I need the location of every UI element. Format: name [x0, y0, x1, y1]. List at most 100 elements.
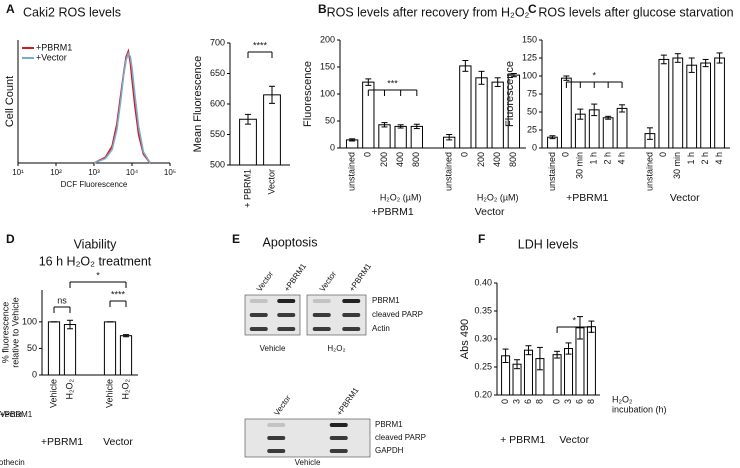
bar: [658, 58, 670, 149]
error-bar: [563, 75, 570, 81]
y-tick-label: 100: [320, 88, 335, 98]
significance-label: *: [572, 315, 576, 325]
row-label: cleaved PARP: [372, 310, 423, 319]
y-tick-label: 150: [522, 34, 537, 44]
legend-label: +PBRM1: [36, 42, 72, 52]
error-bar: [716, 52, 723, 64]
x-tick-label: 6: [574, 399, 584, 404]
bar: [103, 321, 117, 376]
x-axis-label: H₂O₂: [612, 394, 633, 404]
bar: [378, 124, 391, 149]
error-bar: [381, 122, 388, 128]
error-bar: [462, 60, 469, 72]
y-tick-label: 600: [210, 98, 225, 108]
bar: [119, 335, 133, 376]
error-bar: [494, 77, 501, 87]
bar: [491, 81, 504, 149]
y-tick-label: 0.35: [474, 305, 492, 315]
x-axis-label: DCF Fluorescence: [61, 180, 128, 189]
x-tick-label: + PBRM1: [242, 169, 252, 208]
error-bar: [123, 334, 129, 338]
error-bar: [565, 342, 572, 355]
bar: [586, 326, 596, 396]
group-label: +PBRM1: [566, 192, 608, 204]
x-tick-label: Vector: [266, 169, 276, 195]
x-tick-label: 8: [534, 399, 544, 404]
y-tick-label: 0.25: [474, 361, 492, 371]
error-bar: [605, 115, 612, 120]
y-tick-label: 500: [210, 159, 225, 169]
error-bar: [269, 85, 275, 104]
y-tick-label: 50: [27, 343, 37, 353]
condition-label: H₂O₂: [327, 344, 345, 353]
chart-title: Viability: [74, 237, 118, 251]
y-tick-label: 50: [325, 115, 335, 125]
blot-band: [342, 327, 361, 331]
group-label: Vector: [103, 436, 133, 448]
lane-label: +PBRM1: [282, 261, 308, 293]
bar: [560, 77, 572, 149]
group-label: Vector: [559, 434, 589, 446]
x-tick-label: 30 min: [672, 152, 682, 179]
panel-label: C: [528, 2, 537, 16]
blot-band: [342, 313, 361, 317]
y-axis-label: % fluorescence: [0, 302, 10, 364]
error-bar: [702, 58, 709, 68]
panel-label: E: [232, 232, 240, 246]
x-tick-label: Vehicle: [48, 379, 58, 408]
blot-band: [267, 449, 286, 453]
y-tick-label: 200: [320, 34, 335, 44]
panel-label: D: [6, 232, 15, 246]
x-tick-label: 0: [658, 152, 668, 157]
y-tick-label: 100: [522, 70, 537, 80]
bar: [475, 77, 488, 149]
significance-label: ns: [57, 295, 67, 305]
error-bar: [413, 123, 420, 130]
y-tick-label: 75: [527, 88, 537, 98]
bar: [714, 57, 725, 149]
blot-band: [342, 299, 361, 303]
x-tick-label: 10⁴: [126, 168, 139, 177]
error-bar: [536, 346, 543, 371]
bar: [63, 324, 77, 376]
x-tick-label: 8: [586, 399, 596, 404]
x-tick-label: 2 h: [603, 152, 613, 165]
x-tick-label: 1 h: [686, 152, 696, 165]
chart-title: ROS levels after recovery from H₂O₂: [327, 5, 530, 19]
x-tick-label: 10²: [50, 168, 62, 177]
y-axis-label: Cell Count: [4, 76, 16, 127]
blot-band: [277, 327, 296, 331]
error-bar: [549, 135, 556, 140]
x-tick-label: H₂O₂: [120, 379, 130, 400]
significance-label: *: [592, 70, 596, 80]
significance-label: ****: [111, 289, 126, 299]
x-tick-label: 200: [379, 152, 389, 167]
blot-band: [329, 423, 348, 427]
y-tick-label: 150: [320, 61, 335, 71]
bar: [602, 117, 614, 149]
blot-band: [277, 299, 296, 303]
group-label: +PBRM1: [41, 436, 83, 448]
error-bar: [67, 319, 73, 330]
significance-label: *: [96, 270, 100, 280]
series-line: [93, 51, 151, 164]
panel-label: F: [478, 232, 485, 246]
blot-title: Apoptosis: [263, 235, 318, 249]
error-bar: [577, 108, 584, 120]
x-tick-label: 30 min: [575, 152, 585, 179]
group-label: Vector: [670, 192, 700, 204]
x-tick-label: 200: [476, 152, 486, 167]
x-tick-label: 3: [563, 399, 573, 404]
chart-title: Caki2 ROS levels: [23, 5, 121, 19]
x-tick-label: unstained: [644, 152, 654, 191]
blot-band: [267, 436, 286, 440]
lane-label: Vector: [272, 393, 293, 417]
panel-label: B: [318, 2, 327, 16]
group-label: + PBRM1: [500, 434, 545, 446]
error-bar: [591, 103, 598, 117]
panel-label: A: [6, 2, 15, 16]
chart-title: ROS levels after glucose starvation: [538, 5, 733, 19]
blot-band: [267, 423, 286, 427]
y-tick-label: 0: [330, 142, 335, 152]
